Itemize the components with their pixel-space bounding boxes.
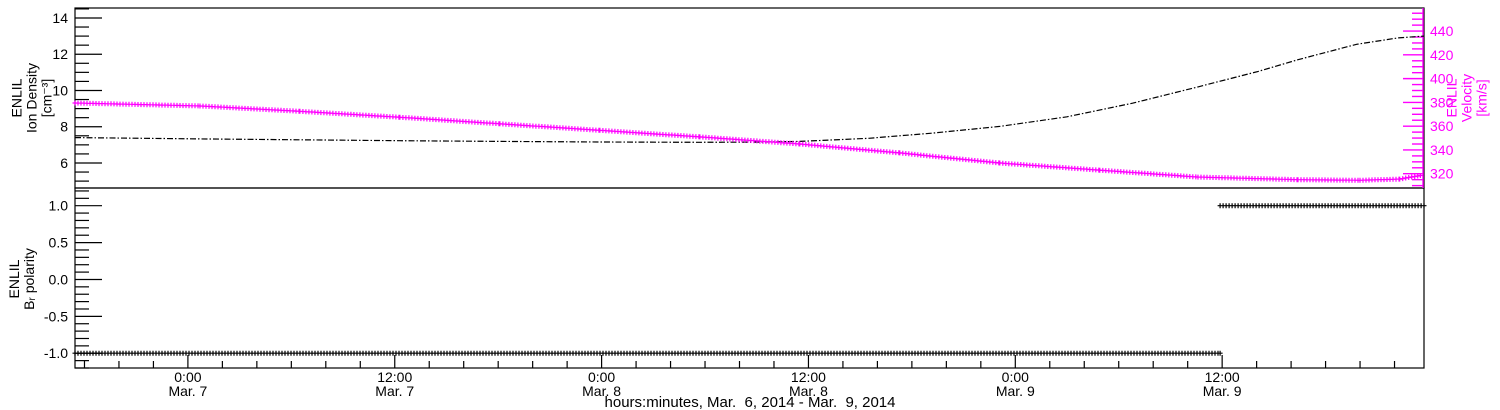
velocity-tick-label: 320 xyxy=(1430,166,1454,182)
br-polarity-segment xyxy=(1217,203,1427,209)
velocity-curve xyxy=(72,100,1423,183)
velocity-tick-label: 440 xyxy=(1430,23,1454,39)
density-axis-tick-label: 14 xyxy=(52,10,68,26)
density-axis-title-line: [cm⁻³] xyxy=(38,78,55,118)
density-axis-title: ENLIL Ion Density [cm⁻³] xyxy=(8,62,55,134)
velocity-tick-label: 380 xyxy=(1430,94,1454,110)
velocity-tick-label: 400 xyxy=(1430,71,1454,87)
polarity-axis-title-line: ENLIL xyxy=(6,259,22,299)
density-axis-tick-label: 8 xyxy=(60,119,68,135)
top-panel-frame xyxy=(74,7,1425,189)
polarity-axis-tick-label: 1.0 xyxy=(49,198,69,214)
ion-density-curve xyxy=(74,35,1424,143)
polarity-axis-tick-label: -1.0 xyxy=(44,345,68,361)
br-polarity-segment xyxy=(72,350,1223,356)
polarity-axis-tick-labels: -1.0 -0.5 0.0 0.5 1.0 xyxy=(44,198,68,362)
velocity-axis-title-line: ENLIL xyxy=(1443,78,1460,118)
polarity-axis-title-line: Bᵣ polarity xyxy=(21,248,37,310)
density-axis-tick-label: 6 xyxy=(60,155,68,171)
velocity-axis-title-line: Velocity xyxy=(1458,73,1475,123)
velocity-axis-title: ENLIL Velocity [km/s] xyxy=(1443,73,1490,123)
density-axis-title-line: ENLIL xyxy=(8,78,25,118)
polarity-axis-tick-label: 0.5 xyxy=(49,235,69,251)
x-tick-date-label: Mar. 9 xyxy=(996,383,1035,399)
velocity-axis-ticks xyxy=(1403,8,1424,188)
density-axis-tick-label: 12 xyxy=(52,46,68,62)
velocity-axis-title-line: [km/s] xyxy=(1473,79,1490,117)
velocity-tick-label: 340 xyxy=(1430,142,1454,158)
density-axis-ticks xyxy=(75,8,102,182)
x-tick-date-label: Mar. 8 xyxy=(789,383,828,399)
density-axis-tick-label: 10 xyxy=(52,82,68,98)
x-tick-date-label: Mar. 8 xyxy=(582,383,621,399)
velocity-tick-label: 360 xyxy=(1430,118,1454,134)
polarity-axis-ticks xyxy=(75,190,102,369)
velocity-tick-label: 420 xyxy=(1430,47,1454,63)
density-axis-tick-labels: 6 8 10 12 14 xyxy=(52,10,68,171)
x-tick-time-label: 12:00 xyxy=(1205,369,1240,385)
x-axis-ticks xyxy=(83,355,1396,368)
bottom-panel-frame xyxy=(74,187,1425,369)
x-tick-time-label: 12:00 xyxy=(377,369,412,385)
x-tick-time-label: 0:00 xyxy=(588,369,615,385)
x-tick-time-label: 0:00 xyxy=(174,369,201,385)
polarity-axis-tick-label: -0.5 xyxy=(44,308,68,324)
x-tick-date-label: Mar. 7 xyxy=(168,383,207,399)
density-axis-title-line: Ion Density xyxy=(23,62,40,134)
polarity-axis-tick-label: 0.0 xyxy=(49,271,69,287)
x-tick-date-label: Mar. 7 xyxy=(375,383,414,399)
x-tick-time-label: 0:00 xyxy=(1002,369,1029,385)
x-tick-time-label: 12:00 xyxy=(791,369,826,385)
x-axis-title: hours:minutes, Mar. 6, 2014 - Mar. 9, 20… xyxy=(604,394,896,410)
velocity-axis-tick-labels: 320 340 360 380 400 420 440 xyxy=(1430,23,1454,182)
panel-frames xyxy=(74,7,1425,369)
x-tick-date-label: Mar. 9 xyxy=(1203,383,1242,399)
polarity-axis-title: ENLIL Bᵣ polarity xyxy=(6,248,37,310)
